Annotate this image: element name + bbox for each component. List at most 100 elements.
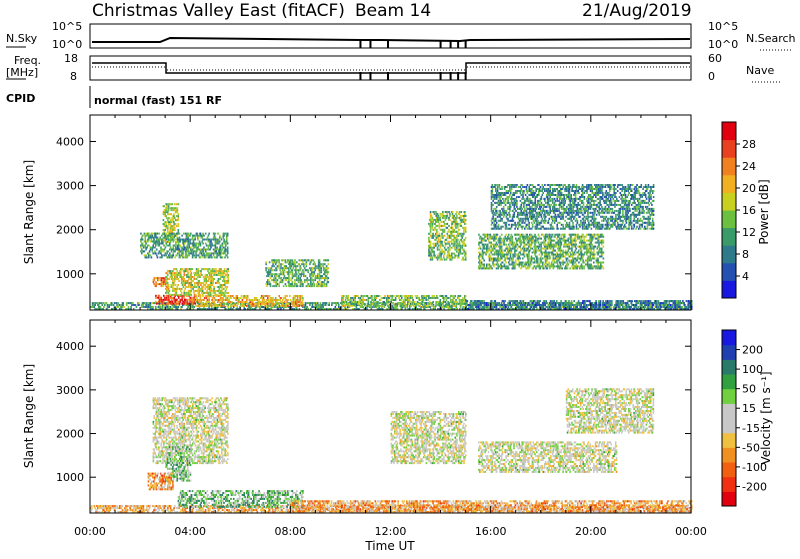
range-time-cell [97, 302, 99, 304]
range-time-cell [183, 297, 185, 299]
range-time-cell [177, 276, 179, 278]
range-time-cell [211, 290, 213, 292]
range-time-cell [172, 227, 174, 229]
range-time-cell [272, 303, 274, 305]
range-time-cell [174, 272, 176, 274]
range-time-cell [162, 285, 164, 287]
range-time-cell [173, 284, 175, 286]
range-time-cell [238, 301, 240, 303]
range-time-cell [176, 290, 178, 292]
range-time-cell [213, 286, 215, 288]
range-time-cell [169, 278, 171, 280]
range-time-cell [176, 301, 178, 303]
range-time-cell [262, 299, 264, 301]
range-time-cell [103, 302, 105, 304]
range-time-cell [262, 303, 264, 305]
range-time-cell [219, 274, 221, 276]
range-time-cell [170, 294, 172, 296]
range-time-cell [212, 297, 214, 299]
range-time-cell [204, 297, 206, 299]
range-time-cell [179, 288, 181, 290]
range-time-cell [168, 303, 170, 305]
range-time-cell [272, 301, 274, 303]
range-time-cell [113, 304, 115, 306]
range-time-cell [328, 302, 330, 304]
range-time-cell [213, 268, 215, 270]
range-time-cell [98, 304, 100, 306]
range-time-cell [237, 303, 239, 305]
range-time-cell [183, 276, 185, 278]
range-time-cell [205, 288, 207, 290]
range-time-cell [172, 274, 174, 276]
range-time-cell [164, 205, 166, 207]
range-time-cell [154, 277, 156, 279]
range-time-cell [148, 306, 150, 308]
range-time-cell [201, 268, 203, 270]
range-time-cell [163, 281, 165, 283]
range-time-cell [199, 276, 201, 278]
range-time-cell [115, 302, 117, 304]
range-time-cell [171, 209, 173, 211]
range-time-cell [226, 299, 228, 301]
range-time-cell [301, 295, 303, 297]
range-time-cell [247, 295, 249, 297]
nsearch-label: N.Search [746, 32, 796, 45]
range-time-cell [218, 286, 220, 288]
cpid-text: normal (fast) 151 RF [94, 94, 222, 107]
range-time-cell [208, 299, 210, 301]
range-time-cell [305, 304, 307, 306]
range-time-cell [187, 268, 189, 270]
range-time-cell [207, 268, 209, 270]
range-time-cell [210, 303, 212, 305]
range-time-cell [174, 290, 176, 292]
range-time-cell [213, 295, 215, 297]
range-time-cell [216, 274, 218, 276]
range-time-cell [214, 297, 216, 299]
range-time-cell [215, 290, 217, 292]
range-time-cell [293, 299, 295, 301]
range-time-cell [227, 278, 229, 280]
range-time-cell [153, 281, 155, 283]
range-time-cell [188, 278, 190, 280]
range-time-cell [176, 306, 178, 308]
range-time-cell [193, 299, 195, 301]
range-time-cell [173, 303, 175, 305]
range-time-cell [224, 272, 226, 274]
range-time-cell [196, 278, 198, 280]
range-time-cell [159, 283, 161, 285]
range-time-cell [220, 278, 222, 280]
range-time-cell [220, 305, 222, 307]
range-time-cell [196, 286, 198, 288]
range-time-cell [202, 290, 204, 292]
range-time-cell [191, 268, 193, 270]
range-time-cell [178, 294, 180, 296]
range-time-cell [312, 304, 314, 306]
range-time-cell [108, 304, 110, 306]
freq-tick-low: 8 [70, 70, 77, 83]
range-time-cell [163, 277, 165, 279]
range-time-cell [191, 294, 193, 296]
range-time-cell [207, 270, 209, 272]
range-time-cell [106, 302, 108, 304]
range-time-cell [200, 301, 202, 303]
range-time-cell [170, 227, 172, 229]
range-time-cell [160, 297, 162, 299]
range-time-cell [301, 305, 303, 307]
range-time-cell [230, 297, 232, 299]
range-time-cell [107, 306, 109, 308]
range-time-cell [187, 270, 189, 272]
range-time-cell [171, 299, 173, 301]
range-time-cell [246, 301, 248, 303]
range-time-cell [271, 297, 273, 299]
range-time-cell [241, 303, 243, 305]
range-time-cell [168, 288, 170, 290]
range-time-cell [187, 301, 189, 303]
range-time-cell [175, 274, 177, 276]
range-time-cell [195, 305, 197, 307]
range-time-cell [202, 294, 204, 296]
range-time-cell [180, 274, 182, 276]
range-time-cell [200, 270, 202, 272]
range-time-cell [230, 295, 232, 297]
range-time-cell [213, 292, 215, 294]
range-time-cell [161, 277, 163, 279]
